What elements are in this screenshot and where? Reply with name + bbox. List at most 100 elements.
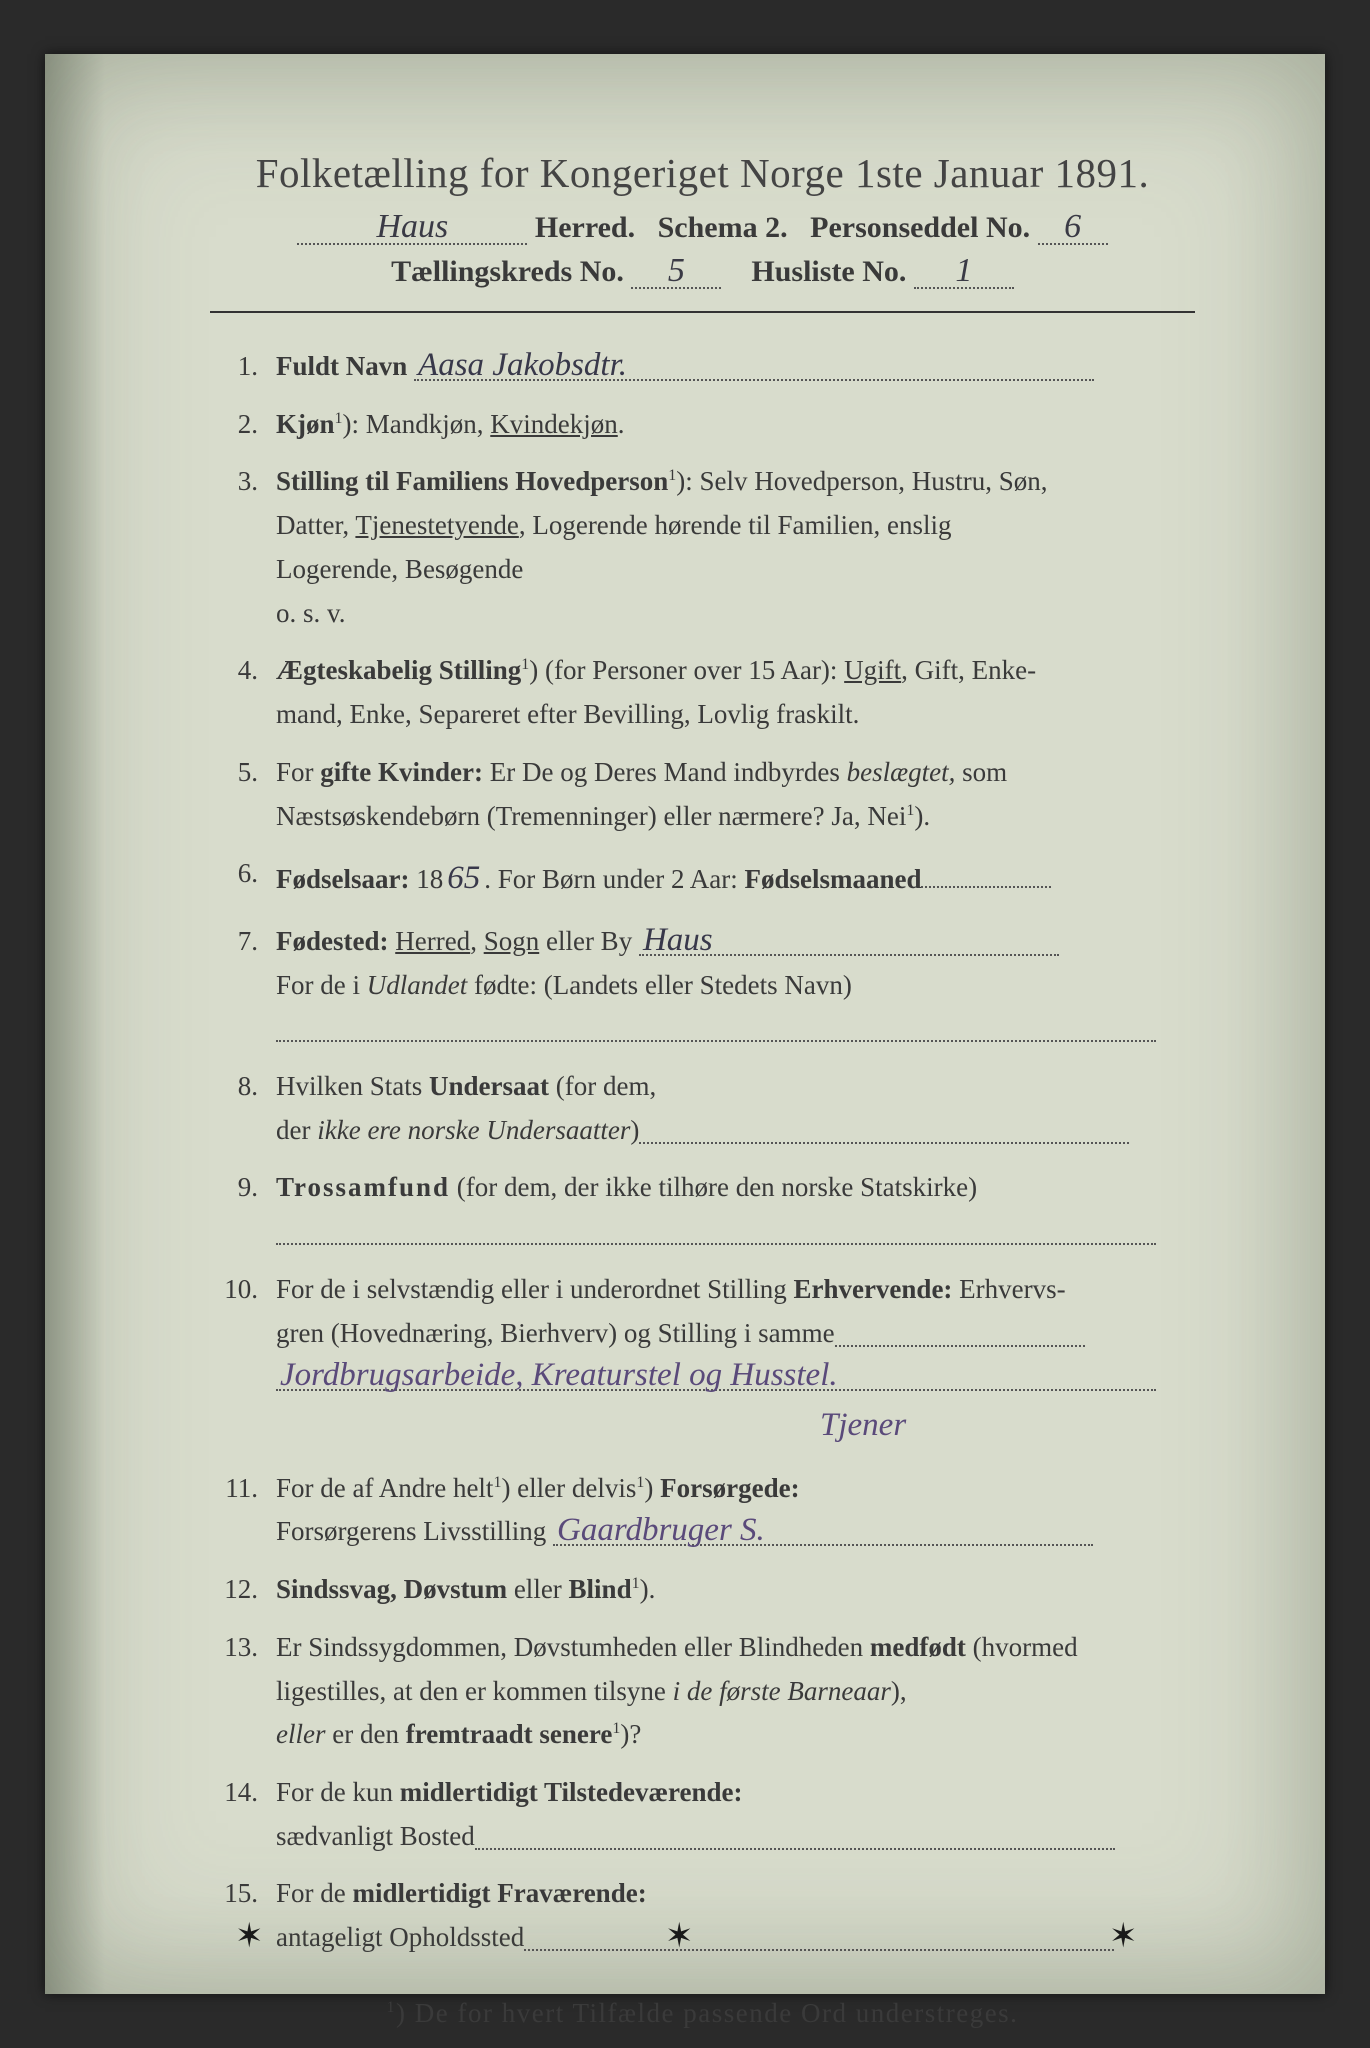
entry-num: 6.	[218, 852, 276, 905]
text: For de	[276, 1878, 353, 1908]
personseddel-no: 6	[1038, 212, 1108, 245]
text: sædvanligt Bosted	[276, 1821, 475, 1851]
text: )?	[620, 1719, 641, 1749]
husliste-label: Husliste No.	[751, 255, 906, 288]
text: )	[630, 1115, 639, 1145]
entry-num: 7.	[218, 920, 276, 1051]
text: o. s. v.	[276, 598, 346, 628]
dotted-line	[475, 1825, 1115, 1850]
label: Undersaat	[429, 1071, 549, 1101]
text: Logerende, Besøgende	[276, 554, 523, 584]
occupation-handwritten: Jordbrugsarbeide, Kreaturstel og Husstel…	[276, 1357, 842, 1393]
entry-num: 8.	[218, 1065, 276, 1152]
text: Forsørgerens Livsstilling	[276, 1516, 546, 1546]
entry-num: 11.	[218, 1467, 276, 1554]
entry-7: 7. Fødested: Herred, Sogn eller By Haus …	[218, 920, 1195, 1051]
entry-body: Stilling til Familiens Hovedperson1): Se…	[276, 460, 1195, 635]
sup: 1	[335, 410, 343, 427]
birthplace-handwritten: Haus	[639, 922, 717, 958]
dotted-line	[276, 1017, 1156, 1042]
label: Fødested:	[276, 926, 388, 956]
dotted-line	[639, 1119, 1129, 1144]
divider	[210, 311, 1195, 313]
text: Er Sindssygdommen, Døvstumheden eller Bl…	[276, 1632, 870, 1662]
text: Næstsøskendebørn (Tremenninger) eller næ…	[276, 801, 906, 831]
label: Trossamfund	[276, 1172, 450, 1202]
entry-13: 13. Er Sindssygdommen, Døvstumheden elle…	[218, 1626, 1195, 1757]
entry-num: 1.	[218, 345, 276, 389]
italic: ikke ere norske Undersaatter	[317, 1115, 630, 1145]
text: antageligt Opholdssted	[276, 1922, 524, 1952]
herred-handwritten: Haus	[297, 212, 527, 245]
label: Kjøn	[276, 409, 335, 439]
label: gifte Kvinder:	[320, 757, 483, 787]
label: midlertidigt Fraværende:	[353, 1878, 647, 1908]
label: Fødselsmaaned	[744, 864, 921, 894]
entry-body: Sindssvag, Døvstum eller Blind1).	[276, 1568, 1195, 1612]
text: ,	[470, 926, 484, 956]
dotted-line	[835, 1322, 1085, 1347]
sup: 1	[387, 1999, 397, 2016]
provider-handwritten: Gaardbruger S.	[553, 1512, 769, 1548]
entry-6: 6. Fødselsaar: 1865. For Børn under 2 Aa…	[218, 852, 1195, 905]
entry-num: 3.	[218, 460, 276, 635]
entry-9: 9. Trossamfund (for dem, der ikke tilhør…	[218, 1166, 1195, 1253]
label: Fødselsaar:	[276, 864, 409, 894]
entry-body: Hvilken Stats Undersaat (for dem, der ik…	[276, 1065, 1195, 1152]
text: (hvormed	[966, 1632, 1078, 1662]
text: mand, Enke, Separeret efter Bevilling, L…	[276, 699, 859, 729]
dotted-line	[921, 886, 1051, 888]
text: . For Børn under 2 Aar:	[484, 864, 744, 894]
punch-hole-icon: ✶	[235, 1926, 261, 1952]
dotted-line	[276, 1220, 1156, 1245]
entry-4: 4. Ægteskabelig Stilling1) (for Personer…	[218, 649, 1195, 736]
herred-label: Herred.	[535, 211, 635, 244]
entry-num: 13.	[218, 1626, 276, 1757]
text: ligestilles, at den er kommen tilsyne	[276, 1676, 673, 1706]
header-line-1: Haus Herred. Schema 2. Personseddel No. …	[210, 211, 1195, 245]
entry-num: 4.	[218, 649, 276, 736]
text: For	[276, 757, 320, 787]
entry-11: 11. For de af Andre helt1) eller delvis1…	[218, 1467, 1195, 1554]
entry-12: 12. Sindssvag, Døvstum eller Blind1).	[218, 1568, 1195, 1612]
text: ).	[640, 1574, 656, 1604]
entry-5: 5. For gifte Kvinder: Er De og Deres Man…	[218, 751, 1195, 838]
text: Erhvervs-	[952, 1274, 1065, 1304]
italic: i de første Barneaar	[673, 1676, 891, 1706]
entry-body: For de af Andre helt1) eller delvis1) Fo…	[276, 1467, 1195, 1554]
label: Forsørgede:	[660, 1473, 799, 1503]
text: gren (Hovednæring, Bierhverv) og Stillin…	[276, 1318, 835, 1348]
text: .	[618, 409, 625, 439]
year-handwritten: 65	[443, 860, 484, 896]
text: For de i selvstændig eller i underordnet…	[276, 1274, 793, 1304]
text: (for dem,	[549, 1071, 656, 1101]
personseddel-label: Personseddel No.	[810, 211, 1030, 244]
entry-1: 1. Fuldt Navn Aasa Jakobsdtr.	[218, 345, 1195, 389]
underlined-choice: Herred	[395, 926, 470, 956]
kreds-no: 5	[631, 256, 721, 289]
entry-body: For de midlertidigt Fraværende: antageli…	[276, 1872, 1195, 1959]
underlined-choice: Kvindekjøn	[490, 409, 618, 439]
label: Sindssvag, Døvstum	[276, 1574, 507, 1604]
label: Fuldt Navn	[276, 351, 407, 381]
schema-label: Schema 2.	[658, 211, 788, 244]
text: ): Selv Hovedperson, Hustru, Søn,	[676, 466, 1047, 496]
text: For de kun	[276, 1777, 400, 1807]
text: ) eller delvis	[501, 1473, 636, 1503]
label: medfødt	[870, 1632, 966, 1662]
dotted-line	[524, 1926, 1114, 1951]
text: For de af Andre helt	[276, 1473, 493, 1503]
entry-8: 8. Hvilken Stats Undersaat (for dem, der…	[218, 1065, 1195, 1152]
label: Erhvervende:	[793, 1274, 952, 1304]
text: eller	[507, 1574, 568, 1604]
entry-body: For de i selvstændig eller i underordnet…	[276, 1268, 1195, 1453]
entry-body: Fødested: Herred, Sogn eller By Haus For…	[276, 920, 1195, 1051]
page-title: Folketælling for Kongeriget Norge 1ste J…	[210, 149, 1195, 197]
header-line-2: Tællingskreds No. 5 Husliste No. 1	[210, 255, 1195, 289]
text: 18	[409, 864, 443, 894]
entry-body: For de kun midlertidigt Tilstedeværende:…	[276, 1771, 1195, 1858]
entry-2: 2. Kjøn1): Mandkjøn, Kvindekjøn.	[218, 403, 1195, 447]
text: (for dem, der ikke tilhøre den norske St…	[450, 1172, 977, 1202]
entry-num: 9.	[218, 1166, 276, 1253]
husliste-no: 1	[914, 256, 1014, 289]
